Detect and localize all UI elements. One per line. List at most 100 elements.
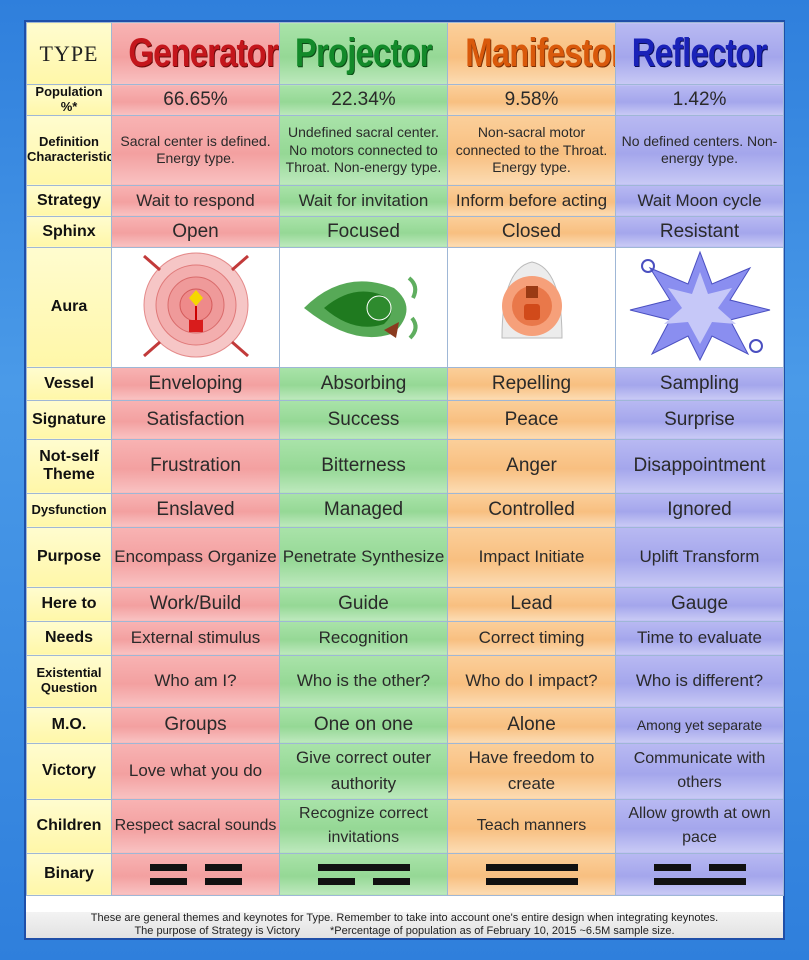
type-label: TYPE [26,22,112,85]
line-segment [485,877,578,885]
broken-line [149,877,242,885]
cell-projector: Wait for invitation [279,184,448,217]
cell-generator: Open [111,215,280,248]
binary-generator [111,852,280,896]
cell-generator: Sacral center is defined. Energy type. [111,114,280,186]
table-row: Purpose Encompass Organize Penetrate Syn… [26,526,784,588]
row-label: Existential Question [26,654,112,708]
cell-manifestor: Teach manners [447,798,616,854]
cell-reflector: Who is different? [615,654,784,708]
cell-generator: Wait to respond [111,184,280,217]
row-label: Population %* [26,84,112,116]
table-row: Strategy Wait to respond Wait for invita… [26,184,784,217]
reflector-heading: Reflector [632,31,768,75]
projector-aura-image [279,246,448,368]
cell-generator: Enveloping [111,366,280,401]
cell-projector: Recognize correct invitations [279,798,448,854]
row-label: Definition Characteristics [26,114,112,186]
cell-projector: Give correct outer authority [279,742,448,800]
cell-manifestor: Correct timing [447,620,616,656]
manifestor-heading: Manifestor [465,31,616,75]
row-label: Signature [26,399,112,440]
cell-projector: Penetrate Synthesize [279,526,448,588]
footnote: These are general themes and keynotes fo… [26,912,783,938]
table-row: Needs External stimulus Recognition Corr… [26,620,784,656]
cell-generator: Satisfaction [111,399,280,440]
table-row: Signature Satisfaction Success Peace Sur… [26,399,784,440]
row-label: Dysfunction [26,492,112,528]
line-segment [485,863,578,871]
row-label: M.O. [26,706,112,744]
broken-line [653,863,746,871]
line-segment [653,877,746,885]
manifestor-aura-image [447,246,616,368]
cell-manifestor: 9.58% [447,84,616,116]
cell-manifestor: Who do I impact? [447,654,616,708]
cell-generator: Who am I? [111,654,280,708]
type-table: TYPE Generator Projector Manifestor Refl… [26,22,784,896]
cell-reflector: Ignored [615,492,784,528]
table-row: Here to Work/Build Guide Lead Gauge [26,586,784,622]
cell-reflector: Surprise [615,399,784,440]
cell-generator: Enslaved [111,492,280,528]
reflector-aura-image [615,246,784,368]
cell-projector: One on one [279,706,448,744]
row-label: Vessel [26,366,112,401]
cell-generator: Encompass Organize [111,526,280,588]
cell-projector: 22.34% [279,84,448,116]
projector-heading: Projector [295,31,432,75]
row-label: Not-self Theme [26,438,112,494]
line-segment [204,863,242,871]
table-row: Population %* 66.65% 22.34% 9.58% 1.42% [26,84,784,116]
line-segment [317,863,410,871]
type-chart: TYPE Generator Projector Manifestor Refl… [24,20,785,940]
solid-line [485,863,578,871]
line-segment [149,877,187,885]
cell-projector: Absorbing [279,366,448,401]
footnote-strategy: The purpose of Strategy is Victory [134,925,300,937]
binary-reflector [615,852,784,896]
cell-generator: Frustration [111,438,280,494]
cell-reflector: Disappointment [615,438,784,494]
broken-line [149,863,242,871]
cell-projector: Recognition [279,620,448,656]
cell-generator: Respect sacral sounds [111,798,280,854]
generator-heading: Generator [128,31,278,75]
cell-reflector: Communicate with others [615,742,784,800]
table-row: Not-self Theme Frustration Bitterness An… [26,438,784,494]
binary-manifestor [447,852,616,896]
cell-manifestor: Alone [447,706,616,744]
cell-manifestor: Repelling [447,366,616,401]
cell-reflector: Among yet separate [615,706,784,744]
binary-row: Binary [26,852,784,896]
table-row: Definition Characteristics Sacral center… [26,114,784,186]
row-label: Children [26,798,112,854]
table-row: Existential Question Who am I? Who is th… [26,654,784,708]
cell-projector: Who is the other? [279,654,448,708]
broken-line [317,877,410,885]
row-label: Victory [26,742,112,800]
cell-generator: 66.65% [111,84,280,116]
cell-reflector: Allow growth at own pace [615,798,784,854]
cell-generator: Work/Build [111,586,280,622]
cell-manifestor: Inform before acting [447,184,616,217]
line-segment [708,863,746,871]
table-row: Children Respect sacral sounds Recognize… [26,798,784,854]
row-label: Here to [26,586,112,622]
cell-generator: Love what you do [111,742,280,800]
cell-projector: Guide [279,586,448,622]
solid-line [317,863,410,871]
row-label: Purpose [26,526,112,588]
cell-manifestor: Impact Initiate [447,526,616,588]
aura-row: Aura [26,246,784,368]
cell-manifestor: Lead [447,586,616,622]
table-row: Vessel Enveloping Absorbing Repelling Sa… [26,366,784,401]
row-label: Strategy [26,184,112,217]
footnote-line-1: These are general themes and keynotes fo… [90,912,719,924]
generator-aura-image [111,246,280,368]
cell-reflector: Sampling [615,366,784,401]
line-segment [317,877,355,885]
cell-reflector: Time to evaluate [615,620,784,656]
table-row: Sphinx Open Focused Closed Resistant [26,215,784,248]
cell-manifestor: Controlled [447,492,616,528]
